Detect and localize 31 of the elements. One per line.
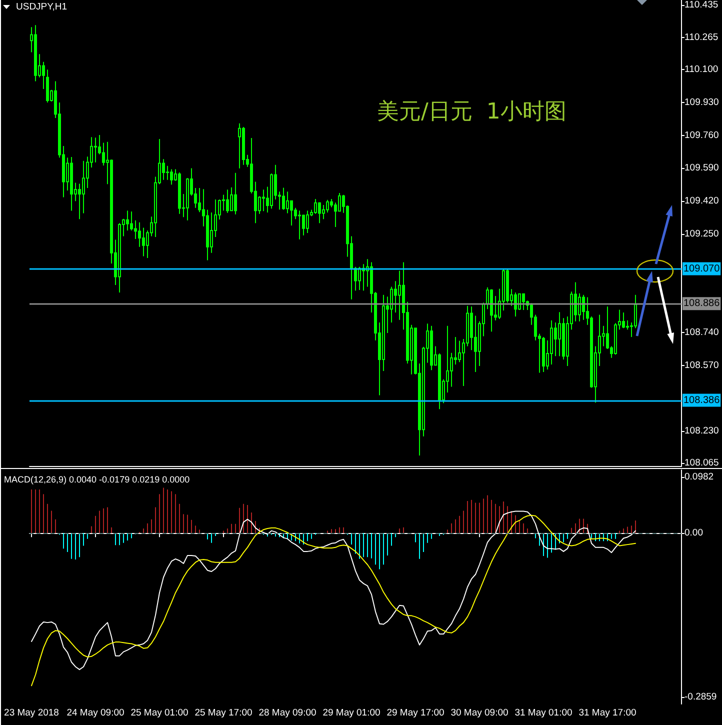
y-tick-label: 108.230 — [684, 426, 719, 437]
y-tick-label: 108.570 — [684, 360, 719, 371]
y-tick-label: 109.590 — [684, 162, 719, 174]
y-tick-label: 109.760 — [684, 130, 719, 141]
x-tick-label: 24 May 09:00 — [66, 708, 124, 718]
x-tick-label: 23 May 2018 — [4, 708, 59, 718]
y-tick-label: 109.930 — [684, 96, 719, 108]
y-tick-label: 108.065 — [684, 458, 719, 469]
x-tick-label: 29 May 17:00 — [386, 708, 444, 718]
y-tick-label: 110.265 — [684, 32, 718, 44]
ref-line-label: 108.886 — [684, 298, 720, 310]
y-tick-label: 0.00 — [684, 528, 703, 539]
y-tick-label: 109.420 — [684, 196, 719, 207]
y-tick-label: 108.740 — [684, 327, 719, 338]
ref-line-label: 109.070 — [684, 263, 720, 274]
y-tick-label: 0.0982 — [684, 471, 714, 482]
x-tick-label: 25 May 01:00 — [130, 708, 188, 718]
chart-title: USDJPY,H1 — [16, 2, 68, 12]
ref-line-label: 108.386 — [684, 394, 720, 406]
y-tick-label: 109.250 — [684, 228, 719, 240]
x-tick-label: 29 May 01:00 — [322, 708, 380, 718]
x-tick-label: 31 May 01:00 — [514, 708, 572, 718]
y-tick-label: -0.2859 — [684, 692, 717, 703]
annotation: 美元/日元 1小时图 — [377, 100, 566, 124]
y-tick-label: 110.435 — [684, 0, 718, 10]
x-tick-label: 30 May 09:00 — [450, 708, 508, 718]
x-tick-label: 28 May 09:00 — [258, 708, 316, 718]
x-tick-label: 31 May 17:00 — [578, 708, 636, 718]
chart-title: MACD(12,26,9) 0.0040 -0.0179 0.0219 0.0000 — [4, 474, 190, 484]
x-tick-label: 25 May 17:00 — [194, 708, 252, 718]
y-tick-label: 110.100 — [684, 64, 718, 76]
